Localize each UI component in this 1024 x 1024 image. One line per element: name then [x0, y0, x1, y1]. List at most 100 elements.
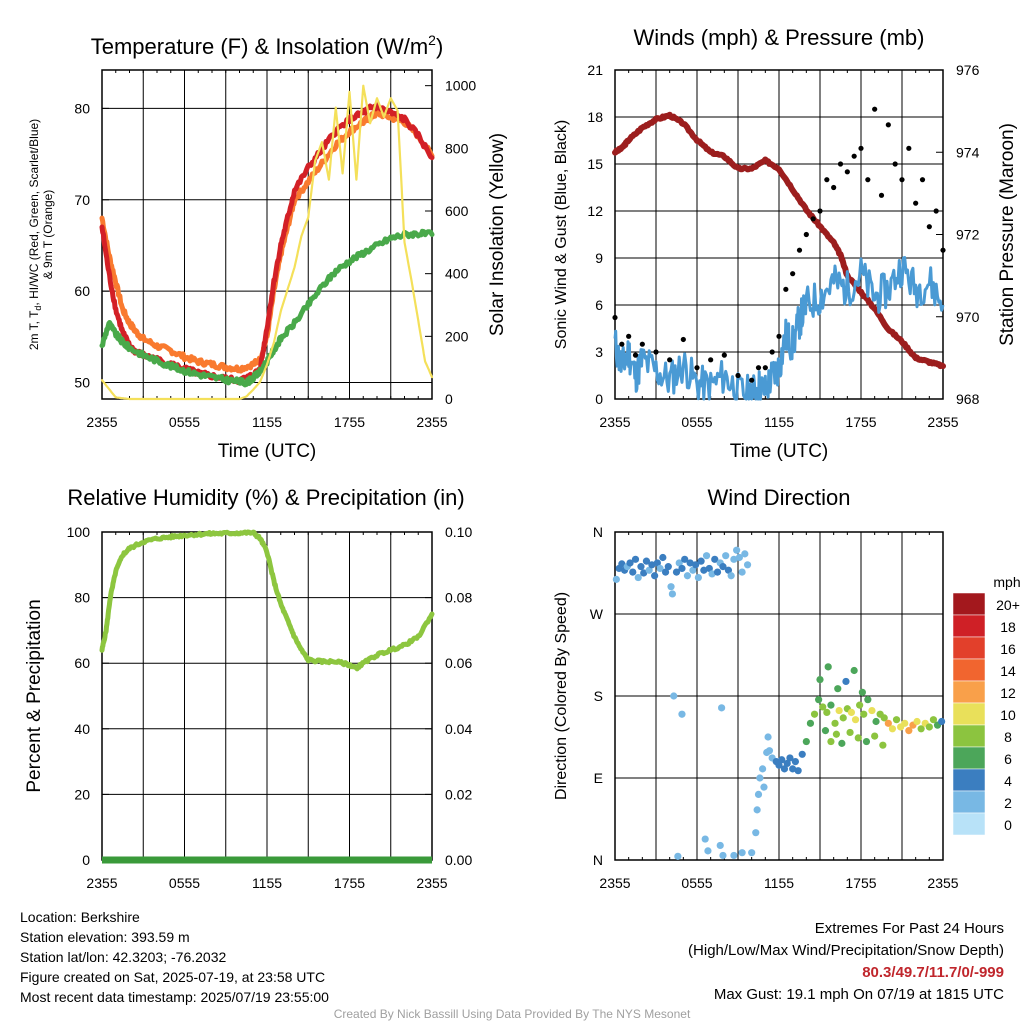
gust-point: [735, 372, 741, 379]
y-tick-label: 15: [587, 156, 603, 172]
gust-point: [919, 177, 926, 183]
direction-point: [675, 559, 683, 567]
gust-point: [776, 333, 782, 339]
wind-line: [613, 256, 945, 401]
direction-point: [692, 561, 700, 569]
station-elevation: Station elevation: 393.59 m: [20, 929, 190, 945]
gust-point: [872, 106, 878, 112]
direction-point: [694, 573, 702, 582]
gust-point: [626, 333, 632, 339]
direction-point: [925, 723, 933, 731]
legend-label: 20+: [996, 597, 1020, 613]
direction-point: [668, 590, 677, 598]
y-tick-label: 70: [74, 192, 90, 208]
extremes-title: Extremes For Past 24 Hours: [814, 920, 1004, 937]
x-tick-label: 1155: [764, 414, 794, 430]
direction-point: [791, 758, 800, 766]
direction-point: [834, 685, 842, 693]
y2-axis-label: Solar Insolation (Yellow): [487, 133, 508, 336]
y-tick-label: 0: [82, 852, 90, 868]
direction-point: [827, 701, 835, 709]
direction-point: [806, 719, 815, 727]
gust-point: [803, 231, 809, 238]
gust-point: [885, 122, 891, 128]
direction-point: [794, 767, 802, 775]
legend-swatch: [952, 724, 986, 748]
station-info: Location: Berkshire Station elevation: 3…: [20, 907, 329, 1007]
credit-line: Created By Nick Bassill Using Data Provi…: [333, 1007, 691, 1021]
direction-point: [880, 714, 888, 722]
x-tick-label: 1755: [845, 875, 876, 891]
legend-label: 8: [1004, 729, 1012, 745]
direction-point: [719, 851, 727, 860]
direction-point: [719, 563, 727, 571]
gust-point: [878, 192, 885, 198]
y2-tick-label: 974: [956, 144, 980, 160]
direction-point: [618, 560, 626, 568]
y2-tick-label: 1000: [445, 78, 476, 94]
gust-point: [824, 177, 830, 183]
y2-tick-label: 0.08: [445, 590, 472, 606]
direction-point: [631, 555, 640, 563]
gust-point: [612, 314, 618, 321]
direction-point: [832, 730, 841, 738]
x-tick-label: 1755: [334, 414, 365, 430]
legend-swatch: [952, 636, 986, 660]
y-tick-label: 3: [595, 344, 603, 360]
direction-point: [815, 696, 823, 704]
y-tick-label: 9: [595, 250, 603, 266]
gust-point: [639, 341, 645, 347]
direction-point: [862, 737, 871, 746]
direction-point: [765, 747, 774, 755]
gust-point: [913, 200, 919, 206]
y2-tick-label: 0.06: [445, 655, 472, 671]
gust-point: [769, 349, 775, 355]
gust-point: [755, 365, 762, 371]
direction-point: [905, 727, 913, 735]
legend-swatch: [952, 592, 986, 616]
legend-swatch: [952, 702, 986, 726]
gust-point: [796, 247, 803, 253]
y-tick-label: 0: [595, 391, 603, 407]
direction-point: [697, 557, 705, 565]
direction-point: [760, 783, 768, 791]
legend-unit: mph: [993, 574, 1020, 590]
x-axis-label: Time (UTC): [218, 441, 317, 462]
direction-point: [754, 790, 763, 799]
y-tick-label: W: [590, 606, 604, 622]
extremes-values: 80.3/49.7/11.7/0/-999: [862, 964, 1004, 981]
direction-point: [783, 759, 791, 768]
x-tick-label: 1155: [252, 414, 282, 430]
direction-point: [683, 572, 692, 580]
direction-point: [612, 575, 620, 583]
direction-point: [868, 706, 876, 715]
legend-swatch: [952, 746, 986, 770]
y-axis-label: Percent & Precipitation: [24, 599, 45, 792]
direction-point: [743, 561, 752, 569]
legend-swatch: [952, 680, 986, 704]
gust-point: [831, 184, 837, 191]
gust-point: [708, 357, 714, 363]
panel-3: 2355 0555 1155 1755 2355 0 20 40 60 80 100 0.00 0.02…: [24, 485, 472, 891]
extremes-legend: (High/Low/Max Wind/Precipitation/Snow De…: [688, 942, 1004, 959]
direction-point: [637, 563, 645, 571]
direction-point: [842, 677, 850, 686]
y2-axis-label: Station Pressure (Maroon): [997, 123, 1018, 346]
y-tick-label: N: [593, 524, 603, 540]
direction-point: [716, 841, 724, 850]
gust-point: [762, 365, 768, 371]
direction-point: [759, 765, 767, 773]
y2-tick-label: 972: [956, 227, 980, 243]
legend-label: 12: [1000, 685, 1016, 701]
direction-point: [651, 572, 659, 580]
max-gust: Max Gust: 19.1 mph On 07/19 at 1815 UTC: [713, 986, 1004, 1003]
y-tick-label: 80: [74, 100, 90, 116]
direction-point: [764, 733, 772, 741]
y-axis-label: 2m T, Td, HI/WC (Red, Green, Scarlet/Blu…: [27, 119, 43, 350]
gust-point: [749, 377, 755, 383]
direction-point: [670, 692, 678, 700]
direction-point: [860, 710, 868, 718]
direction-point: [656, 564, 664, 573]
legend-swatch: [952, 768, 986, 792]
x-tick-label: 2355: [927, 414, 958, 430]
